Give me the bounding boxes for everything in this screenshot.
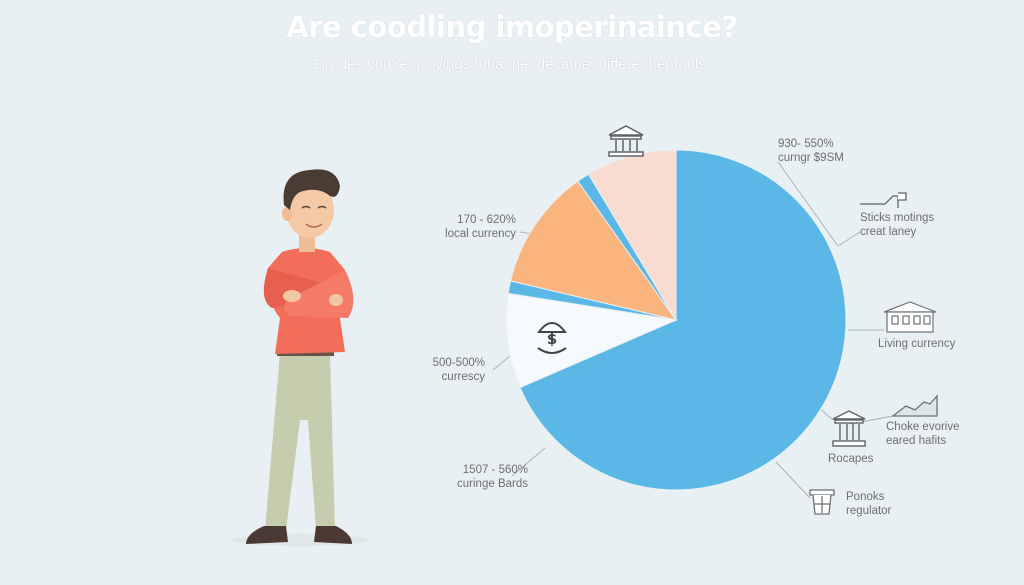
annotation-label: Living currency bbox=[878, 338, 956, 350]
annotation-label: 930- 550% curngr $9SM bbox=[778, 138, 844, 164]
hair bbox=[283, 169, 340, 210]
hand bbox=[329, 294, 343, 306]
annotation-label: Rocapes bbox=[828, 453, 874, 465]
leader-line bbox=[777, 161, 839, 247]
money-umbrella-icon: $ bbox=[537, 322, 567, 354]
page-title: Are coodling imoperinaince? bbox=[286, 10, 738, 44]
line-chart-icon bbox=[891, 394, 938, 417]
svg-text:$: $ bbox=[547, 330, 557, 348]
annotation-label: 1507 - 560% curinge Bards bbox=[457, 464, 528, 490]
pie-slice-0 bbox=[519, 149, 847, 491]
pie-chart bbox=[505, 149, 847, 491]
annotation-label: Sticks motings creat laney bbox=[860, 212, 935, 238]
leader-line bbox=[837, 231, 861, 247]
building-icon bbox=[883, 301, 937, 333]
left-shoe bbox=[246, 526, 288, 544]
hand bbox=[283, 290, 301, 302]
bank-icon bbox=[608, 125, 644, 157]
leader-lines bbox=[492, 161, 894, 499]
flag-icon bbox=[860, 192, 907, 208]
bank-icon bbox=[832, 410, 866, 447]
page-subtitle: Divides you're a sivings furianbe, decam… bbox=[313, 56, 711, 73]
right-shoe bbox=[314, 526, 352, 544]
person-illustration bbox=[230, 169, 370, 546]
leader-line bbox=[775, 461, 811, 499]
pie-slice-3 bbox=[509, 180, 678, 321]
basket-icon bbox=[809, 489, 835, 515]
pants bbox=[265, 353, 335, 530]
leader-line bbox=[511, 447, 546, 477]
annotation-label: 170 - 620% local currency bbox=[445, 214, 516, 240]
annotation-label: 500-500% currescy bbox=[432, 357, 485, 383]
annotation-label: Choke evorive eared hafits bbox=[886, 421, 960, 447]
pie-slice-1 bbox=[505, 292, 678, 389]
annotation-label: Ponoks regulator bbox=[846, 491, 892, 517]
